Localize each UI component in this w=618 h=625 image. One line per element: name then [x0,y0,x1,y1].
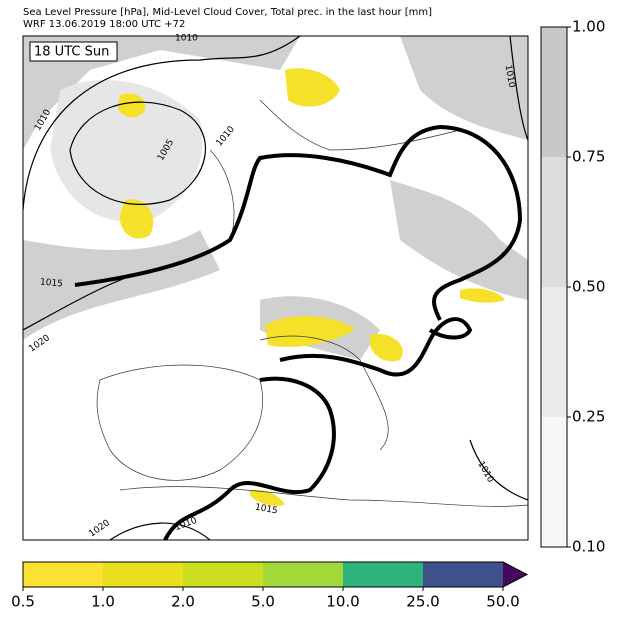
precip-color-segment [103,562,183,587]
cloud-color-segment [541,157,567,287]
map-frame [22,35,529,541]
cloud-tick-label: 0.75 [572,148,605,166]
coastlines [96,99,529,507]
cloud-tick-label: 1.00 [572,18,605,36]
isobar-label: 1010 [503,64,517,89]
time-box [29,41,118,62]
isobar-label: 1010 [175,34,198,44]
precip-color-segment [263,562,343,587]
cloud-color-segment [541,27,567,157]
isobar-label: 1015 [254,503,278,517]
isobar-1015 [74,124,523,541]
precip-tick-label: 25.0 [406,593,439,611]
precip-color-segment [23,562,103,587]
cloud-color-segment [541,287,567,417]
precip-colorbar: 0.5 1.0 2.0 5.0 10.0 25.0 50.0 [11,561,529,611]
isobars [22,35,529,541]
precip-colorbar-frame [22,561,529,588]
time-label: 18 UTC Sun [34,45,109,60]
precip-tick-label: 50.0 [486,593,519,611]
precip-color-segment [423,562,503,587]
precip-tick-label: 0.5 [11,593,35,611]
precip-tick-label: 10.0 [326,593,359,611]
header-line2: WRF 13.06.2019 18:00 UTC +72 [23,19,185,30]
isobar-label: 1015 [40,278,64,290]
map: 1010 1010 1010 1010 1010 1010 1005 1015 … [22,34,529,541]
cloud-tick-label: 0.50 [572,278,605,296]
header-line1: Sea Level Pressure [hPa], Mid-Level Clou… [23,7,432,18]
precip-tick-label: 2.0 [171,593,195,611]
precip-areas [118,68,505,506]
cloud-tick-label: 0.10 [572,538,605,556]
cloud-color-segment [541,417,567,547]
cloud-tick-label: 0.25 [572,408,605,426]
precip-tick-label: 1.0 [91,593,115,611]
precip-extend-arrow [503,562,527,587]
precip-tick-label: 5.0 [251,593,275,611]
precip-color-segment [183,562,263,587]
cloud-colorbar: 1.00 0.75 0.50 0.25 0.10 [540,18,605,556]
precip-color-segment [343,562,423,587]
